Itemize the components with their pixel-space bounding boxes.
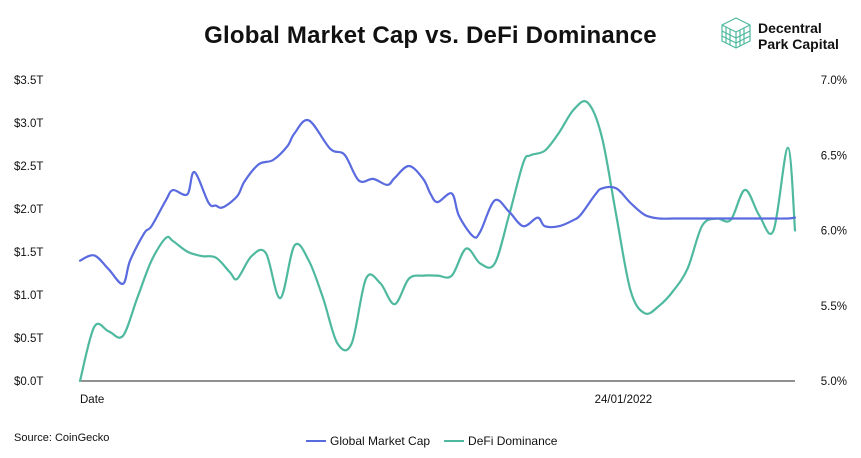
legend-swatch-defi-dominance: [444, 440, 465, 442]
chart-title: Global Market Cap vs. DeFi Dominance: [204, 22, 657, 49]
legend-item-market-cap: Global Market Cap: [306, 434, 430, 448]
y-right-tick-label: 7.0%: [821, 75, 847, 87]
brand-line1: Decentral: [758, 19, 822, 36]
y-left-tick-label: $1.5T: [14, 247, 43, 259]
y-left-tick-label: $3.5T: [14, 75, 43, 87]
y-right-tick-label: 6.5%: [821, 150, 847, 162]
series-line-defi-dominance: [78, 100, 797, 383]
y-left-tick-label: $2.5T: [14, 161, 43, 173]
y-right-tick-label: 5.0%: [821, 376, 847, 388]
legend: Global Market Cap DeFi Dominance: [306, 434, 557, 448]
y-right-tick-label: 6.0%: [821, 226, 847, 238]
series-line-market-cap: [78, 118, 797, 285]
y-left-tick-label: $1.0T: [14, 290, 43, 302]
brand-line2: Park Capital: [758, 35, 839, 52]
x-tick-label: 24/01/2022: [595, 394, 653, 406]
y-left-tick-label: $3.0T: [14, 118, 43, 130]
legend-label-defi-dominance: DeFi Dominance: [468, 434, 558, 448]
legend-label-market-cap: Global Market Cap: [330, 434, 431, 448]
legend-item-defi-dominance: DeFi Dominance: [444, 434, 557, 448]
y-left-tick-label: $2.0T: [14, 204, 43, 216]
brand-logo: Decentral Park Capital: [720, 16, 839, 55]
y-left-tick-label: $0.0T: [14, 376, 43, 388]
cube-logo-icon: [720, 16, 752, 55]
legend-swatch-market-cap: [306, 440, 326, 442]
y-left-tick-label: $0.5T: [14, 333, 43, 345]
y-right-tick-label: 5.5%: [821, 301, 847, 313]
source-note: Source: CoinGecko: [14, 432, 110, 444]
x-tick-label: Date: [80, 394, 104, 406]
